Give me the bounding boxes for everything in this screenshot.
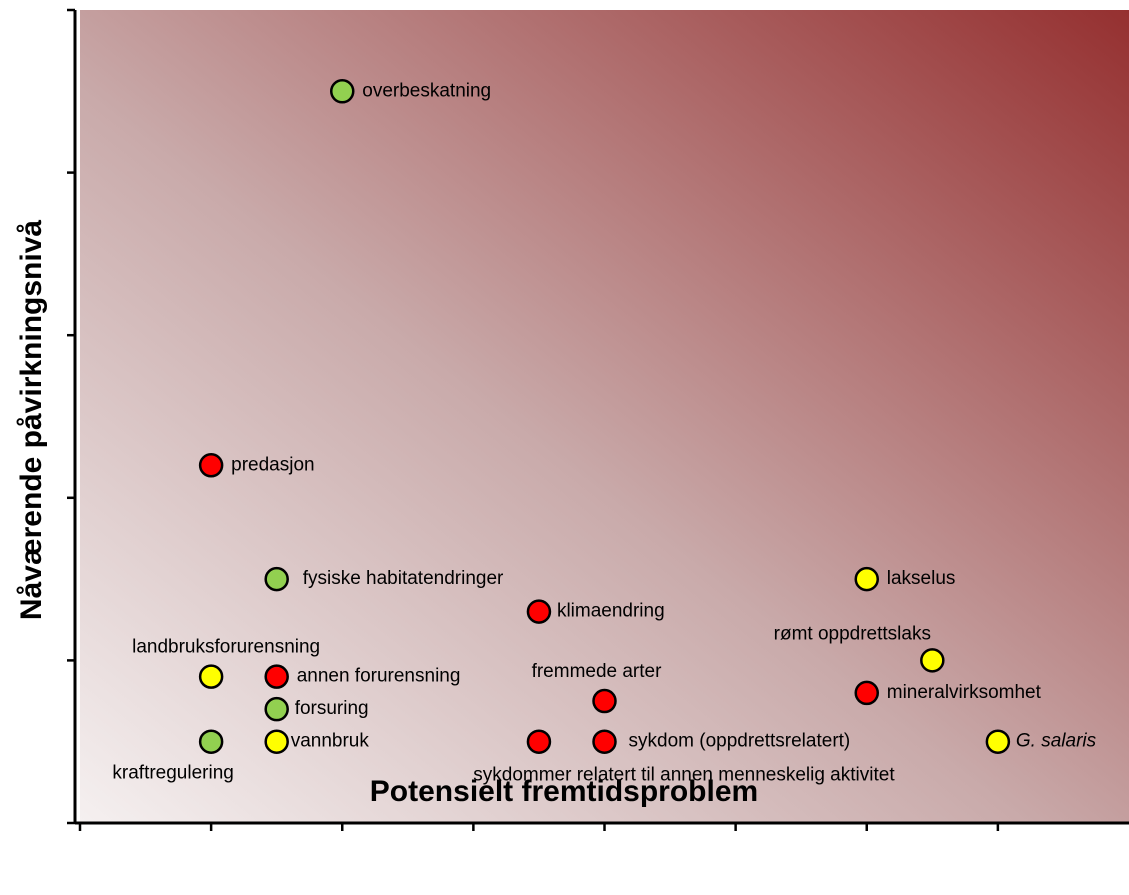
point: [198, 664, 224, 689]
point: [198, 729, 224, 754]
point-label: klimaendring: [557, 601, 665, 622]
point-label: G. salaris: [1016, 731, 1097, 752]
plot-background: [80, 10, 1129, 823]
point-label: fremmede arter: [532, 661, 663, 682]
point: [264, 664, 289, 689]
point: [526, 599, 552, 624]
point-label: annen forurensning: [297, 666, 461, 687]
point: [854, 566, 879, 592]
point: [592, 729, 617, 754]
point: [920, 648, 945, 673]
point: [985, 729, 1011, 754]
point-label: mineralvirksomhet: [887, 682, 1042, 703]
point: [264, 729, 289, 754]
point-label: forsuring: [295, 698, 369, 719]
point: [264, 696, 289, 722]
point-label: lakselus: [887, 568, 956, 589]
point-label: sykdom (oppdrettsrelatert): [629, 731, 851, 752]
x-axis-title: Potensielt fremtidsproblem: [370, 775, 758, 808]
y-axis-title: Nåværende påvirkningsnivå: [15, 220, 48, 620]
point: [526, 729, 552, 754]
point-label: kraftregulering: [112, 763, 233, 784]
point: [330, 79, 355, 104]
point-label: predasjon: [231, 454, 314, 475]
point-label: landbruksforurensning: [132, 637, 320, 658]
point-label: fysiske habitatendringer: [303, 568, 504, 589]
point: [854, 680, 879, 706]
point-label: rømt oppdrettslaks: [774, 623, 931, 644]
point-label: overbeskatning: [362, 80, 491, 101]
point: [264, 566, 289, 592]
point-label: vannbruk: [291, 731, 370, 752]
point: [592, 688, 617, 714]
point: [198, 453, 224, 478]
point-label: sykdommer relatert til annen menneskelig…: [473, 765, 895, 786]
